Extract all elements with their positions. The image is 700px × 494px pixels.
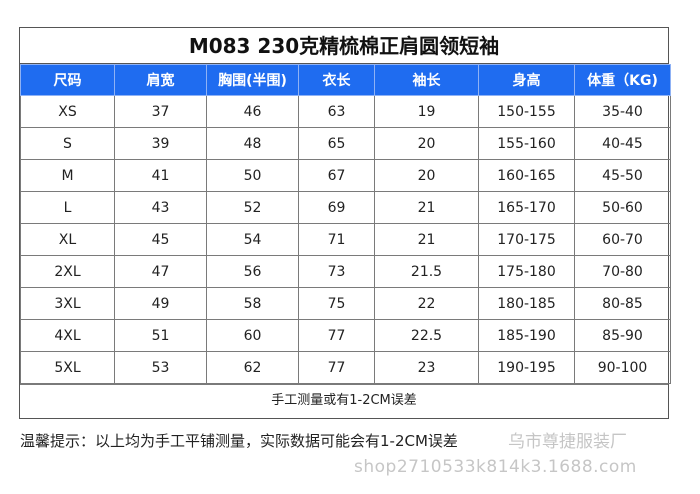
watermark-url: shop2710533k814k3.1688.com — [354, 457, 637, 477]
size-cell: M — [20, 159, 115, 192]
table-cell: 51 — [114, 319, 207, 352]
table-cell: 85-90 — [574, 319, 671, 352]
table-cell: 20 — [374, 127, 479, 160]
size-cell: XL — [20, 223, 115, 256]
size-cell: 3XL — [20, 287, 115, 320]
size-cell: XS — [20, 95, 115, 128]
size-chart: M083 230克精梳棉正肩圆领短袖 尺码 肩宽 胸围(半围) 衣长 袖长 身高… — [19, 27, 671, 419]
table-cell: 49 — [114, 287, 207, 320]
table-row: S 39 48 65 20 155-160 40-45 — [20, 127, 671, 160]
table-cell: 45 — [114, 223, 207, 256]
table-cell: 155-160 — [478, 127, 575, 160]
table-cell: 22.5 — [374, 319, 479, 352]
table-cell: 73 — [298, 255, 375, 288]
table-cell: 52 — [206, 191, 299, 224]
table-cell: 39 — [114, 127, 207, 160]
table-cell: 37 — [114, 95, 207, 128]
table-cell: 60-70 — [574, 223, 671, 256]
table-cell: 54 — [206, 223, 299, 256]
table-cell: 170-175 — [478, 223, 575, 256]
measurement-note: 手工测量或有1-2CM误差 — [20, 384, 668, 416]
table-cell: 48 — [206, 127, 299, 160]
table-cell: 70-80 — [574, 255, 671, 288]
footer-tip: 温馨提示：以上均为手工平铺测量，实际数据可能会有1-2CM误差 — [20, 432, 458, 450]
table-cell: 20 — [374, 159, 479, 192]
table-row: L 43 52 69 21 165-170 50-60 — [20, 191, 671, 224]
table-cell: 53 — [114, 351, 207, 384]
table-cell: 21 — [374, 223, 479, 256]
table-cell: 160-165 — [478, 159, 575, 192]
table-cell: 22 — [374, 287, 479, 320]
table-cell: 90-100 — [574, 351, 671, 384]
table-cell: 23 — [374, 351, 479, 384]
table-row: 3XL 49 58 75 22 180-185 80-85 — [20, 287, 671, 320]
table-cell: 77 — [298, 351, 375, 384]
table-row: 2XL 47 56 73 21.5 175-180 70-80 — [20, 255, 671, 288]
table-cell: 58 — [206, 287, 299, 320]
table-cell: 50 — [206, 159, 299, 192]
chart-title: M083 230克精梳棉正肩圆领短袖 — [20, 28, 668, 64]
table-cell: 40-45 — [574, 127, 671, 160]
table-cell: 75 — [298, 287, 375, 320]
table-cell: 77 — [298, 319, 375, 352]
size-table: 尺码 肩宽 胸围(半围) 衣长 袖长 身高 体重（KG) XS 37 46 63 19 1… — [20, 64, 671, 384]
column-header-shoulder: 肩宽 — [114, 64, 207, 96]
table-cell: 45-50 — [574, 159, 671, 192]
table-row: XL 45 54 71 21 170-175 60-70 — [20, 223, 671, 256]
table-cell: 46 — [206, 95, 299, 128]
table-cell: 56 — [206, 255, 299, 288]
column-header-chest: 胸围(半围) — [206, 64, 299, 96]
table-cell: 63 — [298, 95, 375, 128]
table-cell: 19 — [374, 95, 479, 128]
table-cell: 21 — [374, 191, 479, 224]
table-cell: 21.5 — [374, 255, 479, 288]
column-header-weight: 体重（KG) — [574, 64, 671, 96]
table-cell: 165-170 — [478, 191, 575, 224]
table-cell: 69 — [298, 191, 375, 224]
table-row: 5XL 53 62 77 23 190-195 90-100 — [20, 351, 671, 384]
table-cell: 65 — [298, 127, 375, 160]
table-row: M 41 50 67 20 160-165 45-50 — [20, 159, 671, 192]
table-cell: 41 — [114, 159, 207, 192]
size-cell: 2XL — [20, 255, 115, 288]
size-cell: 4XL — [20, 319, 115, 352]
table-cell: 80-85 — [574, 287, 671, 320]
table-cell: 175-180 — [478, 255, 575, 288]
column-header-sleeve: 袖长 — [374, 64, 479, 96]
table-cell: 185-190 — [478, 319, 575, 352]
table-cell: 180-185 — [478, 287, 575, 320]
size-cell: L — [20, 191, 115, 224]
watermark-shop-name: 乌市尊捷服装厂 — [508, 432, 627, 452]
table-cell: 67 — [298, 159, 375, 192]
column-header-size: 尺码 — [20, 64, 115, 96]
table-cell: 43 — [114, 191, 207, 224]
table-row: XS 37 46 63 19 150-155 35-40 — [20, 95, 671, 128]
table-cell: 150-155 — [478, 95, 575, 128]
table-cell: 190-195 — [478, 351, 575, 384]
table-cell: 47 — [114, 255, 207, 288]
column-header-length: 衣长 — [298, 64, 375, 96]
table-row: 4XL 51 60 77 22.5 185-190 85-90 — [20, 319, 671, 352]
size-cell: 5XL — [20, 351, 115, 384]
column-header-height: 身高 — [478, 64, 575, 96]
table-cell: 35-40 — [574, 95, 671, 128]
table-cell: 62 — [206, 351, 299, 384]
table-header-row: 尺码 肩宽 胸围(半围) 衣长 袖长 身高 体重（KG) — [20, 64, 671, 96]
table-cell: 60 — [206, 319, 299, 352]
table-cell: 50-60 — [574, 191, 671, 224]
size-cell: S — [20, 127, 115, 160]
table-cell: 71 — [298, 223, 375, 256]
